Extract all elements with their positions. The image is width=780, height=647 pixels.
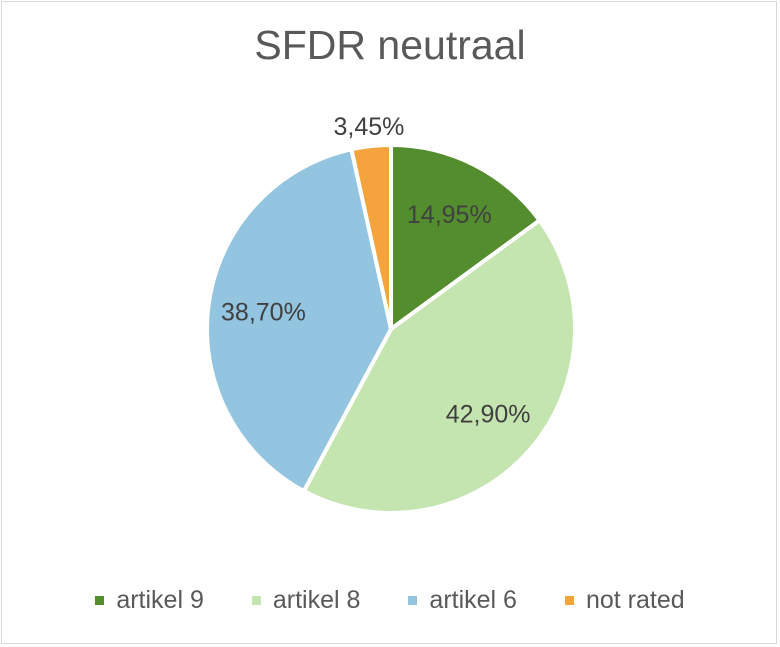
legend-swatch — [251, 596, 261, 605]
legend-item: artikel 6 — [408, 586, 517, 615]
data-label: 14,95% — [407, 201, 492, 229]
pie-slice-artikel-9 — [389, 143, 542, 331]
legend-label: artikel 8 — [272, 586, 361, 614]
data-label: 42,90% — [446, 401, 531, 429]
pie-slice-artikel-6 — [205, 147, 393, 494]
legend-item: not rated — [564, 586, 685, 615]
data-label: 3,45% — [333, 113, 404, 141]
legend-swatch — [564, 596, 574, 605]
legend-item: artikel 9 — [95, 586, 204, 615]
legend-item: artikel 8 — [251, 586, 361, 615]
legend-swatch — [408, 596, 418, 605]
legend: artikel 9 artikel 8 artikel 6 not rated — [0, 586, 780, 615]
legend-label: not rated — [585, 586, 685, 614]
legend-label: artikel 9 — [116, 586, 204, 614]
pie-slice-artikel-8 — [301, 218, 577, 515]
legend-label: artikel 6 — [429, 586, 517, 614]
pie-slice-not-rated — [349, 143, 393, 331]
chart-title: SFDR neutraal — [254, 22, 526, 68]
legend-swatch — [95, 596, 105, 605]
data-label: 38,70% — [221, 298, 306, 326]
